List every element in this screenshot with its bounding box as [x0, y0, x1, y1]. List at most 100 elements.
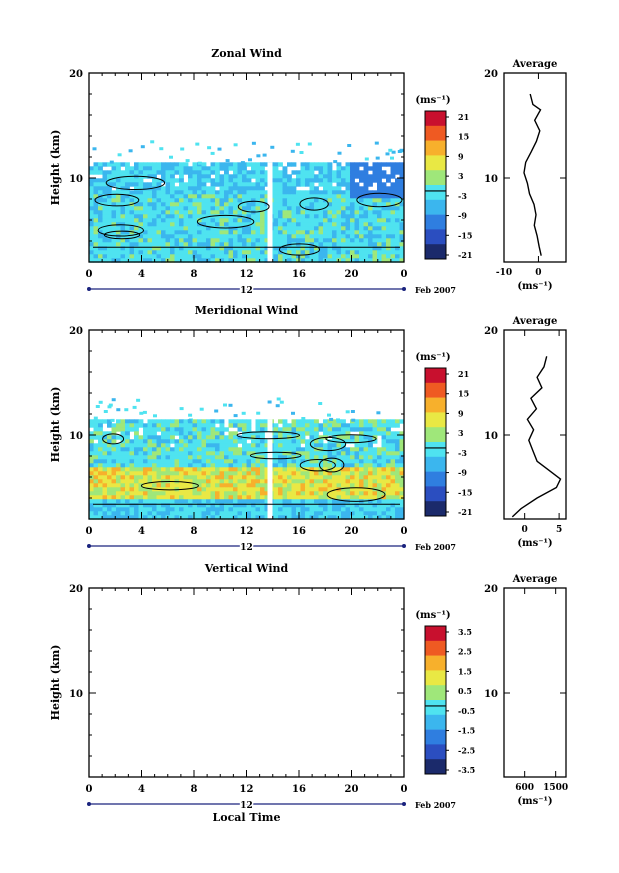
- heatmap-cell: [390, 254, 396, 259]
- heatmap-cell: [273, 238, 279, 243]
- heatmap-cell: [179, 174, 184, 179]
- heatmap-cell: [336, 222, 342, 227]
- heatmap-cell: [143, 186, 148, 191]
- heatmap-cell: [188, 254, 193, 259]
- heatmap-cell: [260, 435, 265, 440]
- heatmap-cell: [327, 218, 333, 223]
- heatmap-cell: [276, 397, 281, 401]
- colorbar-tick-label: -21: [458, 507, 472, 517]
- heatmap-cell: [138, 178, 144, 183]
- heatmap-cell: [242, 515, 247, 520]
- heatmap-cell: [305, 214, 310, 219]
- heatmap-cell: [197, 451, 202, 456]
- heatmap-cell: [116, 218, 121, 223]
- heatmap-cell: [291, 419, 297, 424]
- heatmap-cell: [300, 226, 306, 231]
- heatmap-cell: [296, 435, 301, 440]
- heatmap-cell: [242, 463, 247, 468]
- heatmap-cell: [273, 447, 279, 452]
- heatmap-cell: [111, 451, 117, 456]
- heatmap-cell: [228, 162, 234, 167]
- heatmap-cell: [233, 507, 238, 512]
- heatmap-cell: [215, 198, 220, 203]
- heatmap-cell: [332, 186, 337, 191]
- heatmap-cell: [210, 423, 216, 428]
- heatmap-cell: [197, 178, 202, 183]
- heatmap-cell: [381, 471, 387, 476]
- heatmap-cell: [287, 162, 292, 167]
- heatmap-cell: [129, 439, 135, 444]
- heatmap-cell: [282, 451, 288, 456]
- heatmap-cell: [111, 226, 117, 231]
- heatmap-cell: [170, 471, 175, 476]
- heatmap-cell: [372, 427, 378, 432]
- heatmap-cell: [152, 467, 157, 472]
- heatmap-cell: [246, 198, 252, 203]
- heatmap-cell: [341, 499, 346, 504]
- heatmap-cell: [264, 447, 270, 452]
- heatmap-cell: [282, 507, 288, 512]
- heatmap-cell: [161, 419, 166, 424]
- heatmap-cell: [350, 254, 355, 259]
- heatmap-cell: [201, 234, 207, 239]
- heatmap-cell: [237, 210, 243, 215]
- heatmap-cell: [165, 511, 171, 516]
- heatmap-cell: [120, 210, 126, 215]
- heatmap-cell: [183, 166, 189, 171]
- heatmap-cell: [150, 140, 155, 144]
- heatmap-cell: [368, 483, 373, 488]
- heatmap-cell: [183, 186, 189, 191]
- heatmap-cell: [152, 455, 157, 460]
- heatmap-cell: [296, 210, 301, 215]
- heatmap-cell: [156, 206, 162, 211]
- heatmap-cell: [183, 182, 189, 187]
- heatmap-cell: [147, 218, 153, 223]
- heatmap-cell: [296, 218, 301, 223]
- heatmap-cell: [102, 475, 108, 480]
- colorbar-tick-label: -9: [458, 468, 467, 478]
- heatmap-cell: [350, 178, 355, 183]
- heatmap-cell: [246, 170, 252, 175]
- heatmap-cell: [237, 186, 243, 191]
- missing-data-gap: [267, 162, 273, 262]
- heatmap-cell: [219, 234, 225, 239]
- heatmap-cell: [111, 443, 117, 448]
- heatmap-cell: [183, 218, 189, 223]
- heatmap-cell: [386, 491, 391, 496]
- heatmap-cell: [102, 443, 108, 448]
- heatmap-cell: [273, 443, 279, 448]
- heatmap-cell: [314, 186, 319, 191]
- heatmap-cell: [143, 246, 148, 251]
- heatmap-cell: [260, 226, 265, 231]
- heatmap-cell: [246, 495, 252, 500]
- heatmap-cell: [264, 234, 270, 239]
- heatmap-cell: [170, 198, 175, 203]
- heatmap-cell: [179, 230, 184, 235]
- heatmap-cell: [327, 210, 333, 215]
- heatmap-cell: [93, 427, 99, 432]
- heatmap-cell: [377, 423, 382, 428]
- heatmap-cell: [89, 202, 94, 207]
- heatmap-cell: [188, 471, 193, 476]
- heatmap-cell: [116, 423, 121, 428]
- heatmap-cell: [395, 258, 400, 263]
- heatmap-cell: [278, 487, 283, 492]
- heatmap-cell: [174, 443, 180, 448]
- heatmap-cell: [156, 214, 162, 219]
- heatmap-cell: [386, 202, 391, 207]
- heatmap-cell: [341, 479, 346, 484]
- heatmap-cell: [219, 174, 225, 179]
- heatmap-cell: [323, 467, 328, 472]
- heatmap-cell: [345, 170, 351, 175]
- colorbar-swatch: [425, 685, 446, 701]
- heatmap-cell: [174, 202, 180, 207]
- heatmap-cell: [161, 475, 166, 480]
- heatmap-cell: [341, 170, 346, 175]
- heatmap-cell: [264, 427, 270, 432]
- heatmap-cell: [251, 166, 256, 171]
- heatmap-cell: [345, 198, 351, 203]
- heatmap-cell: [215, 439, 220, 444]
- heatmap-cell: [300, 214, 306, 219]
- heatmap-cell: [354, 511, 360, 516]
- heatmap-cell: [93, 455, 99, 460]
